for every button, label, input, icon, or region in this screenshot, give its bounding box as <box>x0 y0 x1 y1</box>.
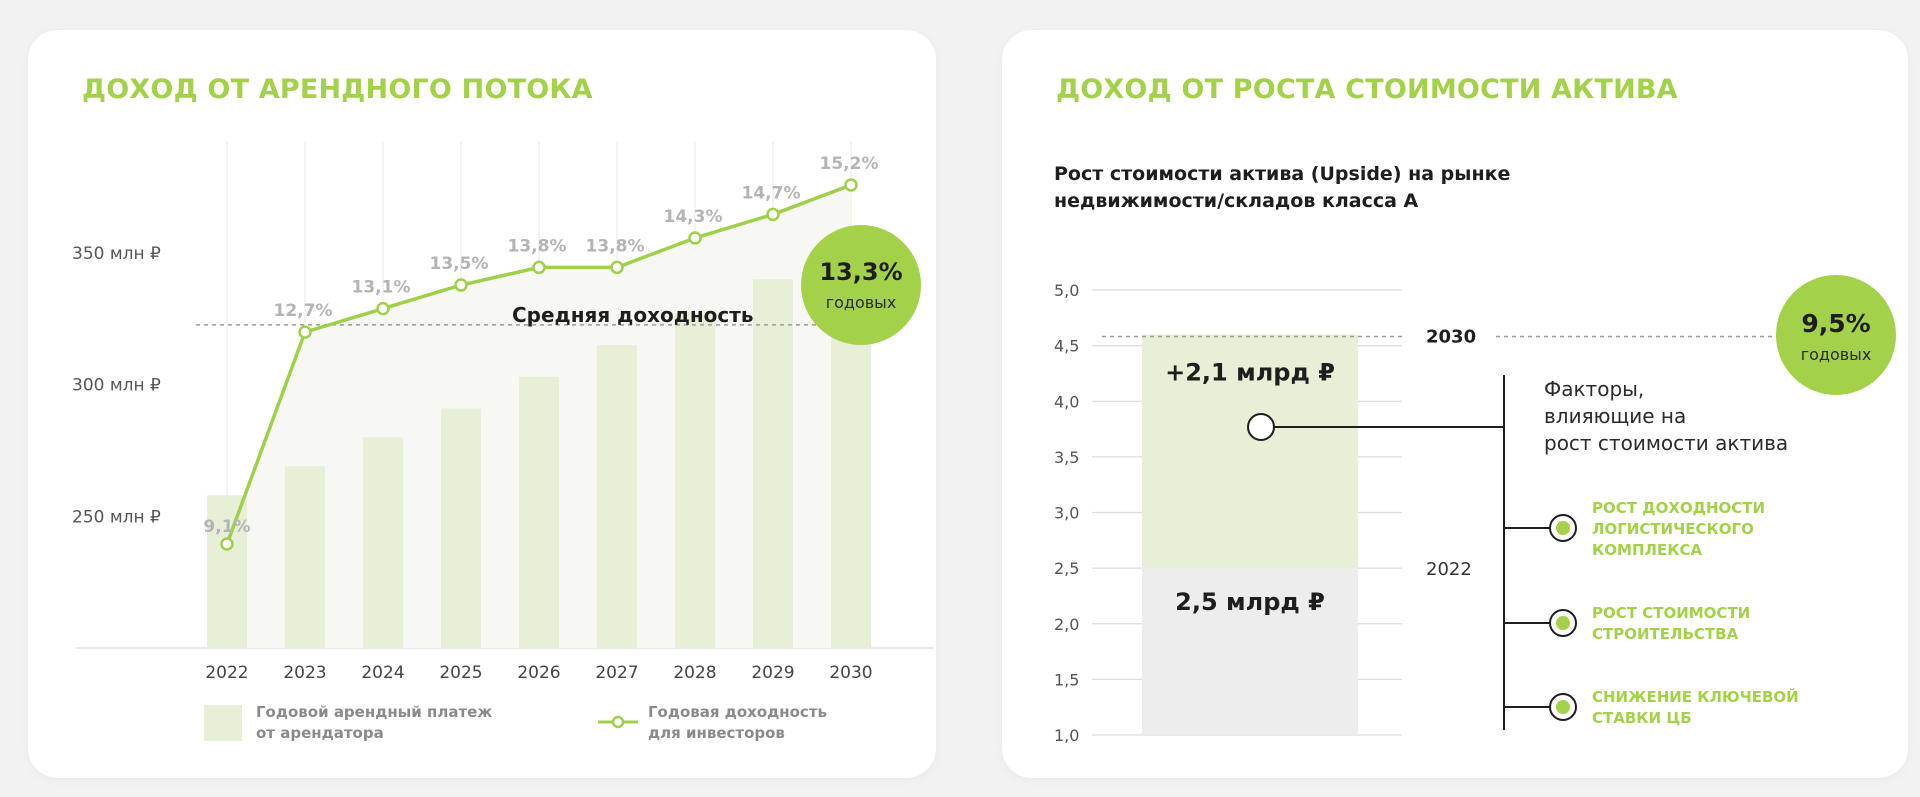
yield-point-2029 <box>766 207 780 222</box>
chart-subtitle-line1: Рост стоимости актива (Upside) на рынке <box>1054 163 1510 185</box>
x-tick-label: 2029 <box>751 663 794 683</box>
yield-data-label: 9,1% <box>203 517 250 537</box>
x-tick-label: 2024 <box>361 663 404 683</box>
chart-subtitle-line2: недвижимости/складов класса А <box>1054 190 1419 212</box>
segment-label-increase: +2,1 млрд ₽ <box>1165 359 1335 387</box>
factor-item: СНИЖЕНИЕ КЛЮЧЕВОЙ СТАВКИ ЦБ <box>1504 687 1799 727</box>
legend-bar-line2: от арендатора <box>256 724 384 742</box>
x-tick-label: 2022 <box>205 663 248 683</box>
yield-point-2030 <box>844 178 858 192</box>
legend-bar-swatch <box>204 705 242 741</box>
segment-label-base: 2,5 млрд ₽ <box>1175 588 1325 616</box>
legend: Годовой арендный платеж от арендатора Го… <box>204 703 827 742</box>
bar-2023 <box>285 466 325 648</box>
legend-line-line2: для инвесторов <box>648 724 785 742</box>
x-tick-label: 2025 <box>439 663 482 683</box>
x-tick-label: 2028 <box>673 663 716 683</box>
y-tick-label: 300 млн ₽ <box>72 376 161 396</box>
yield-data-label: 13,5% <box>430 254 489 274</box>
average-yield-label: Средняя доходность <box>512 303 754 327</box>
asset-growth-card: ДОХОД ОТ РОСТА СТОИМОСТИ АКТИВА Рост сто… <box>1002 30 1908 778</box>
x-tick-label: 2023 <box>283 663 326 683</box>
factor-anchor-node <box>1247 413 1275 441</box>
y-tick-label: 350 млн ₽ <box>72 244 161 264</box>
yield-data-label: 13,1% <box>352 278 411 298</box>
yield-data-label: 14,3% <box>664 207 723 227</box>
factor-label: РОСТ ДОХОДНОСТИ <box>1592 499 1765 517</box>
yield-data-label: 12,7% <box>274 301 333 321</box>
y-tick-label: 4,5 <box>1054 337 1079 356</box>
bar-2022 <box>207 495 247 648</box>
y-tick-label: 1,0 <box>1054 726 1079 745</box>
factor-item: РОСТ ДОХОДНОСТИ ЛОГИСТИЧЕСКОГО КОМПЛЕКСА <box>1504 499 1765 559</box>
y-tick-label: 250 млн ₽ <box>72 507 161 527</box>
y-tick-label: 5,0 <box>1054 281 1079 300</box>
yield-point-2026 <box>532 260 546 275</box>
growth-badge: 9,5% годовых <box>1776 275 1896 395</box>
factor-label: СТРОИТЕЛЬСТВА <box>1592 625 1739 643</box>
factors-heading-line3: рост стоимости актива <box>1544 431 1788 455</box>
y-tick-label: 3,5 <box>1054 448 1079 467</box>
factors-tree: Факторы, влияющие на рост стоимости акти… <box>1247 375 1799 730</box>
x-tick-label: 2027 <box>595 663 638 683</box>
legend-line-line1: Годовая доходность <box>648 703 827 721</box>
yield-point-2023 <box>298 325 312 339</box>
yield-data-label: 15,2% <box>820 154 879 174</box>
bar-segment-2030-increase <box>1142 334 1358 569</box>
bar-2029 <box>753 279 793 648</box>
bar-segment-2022 <box>1142 568 1358 735</box>
bar-2028 <box>675 313 715 648</box>
y-tick-label: 3,0 <box>1054 504 1079 523</box>
growth-badge-caption: годовых <box>1801 345 1872 364</box>
yield-point-2028 <box>688 231 702 245</box>
avg-yield-badge-caption: годовых <box>826 293 897 312</box>
yield-point-2025 <box>454 278 468 292</box>
x-tick-label: 2030 <box>829 663 872 683</box>
yield-data-label: 13,8% <box>508 236 567 256</box>
x-tick-label: 2026 <box>517 663 560 683</box>
card-title: ДОХОД ОТ АРЕНДНОГО ПОТОКА <box>82 74 593 105</box>
y-tick-label: 2,5 <box>1054 559 1079 578</box>
factor-label: РОСТ СТОИМОСТИ <box>1592 604 1750 622</box>
yield-data-label: 14,7% <box>742 183 801 203</box>
yield-point-2022 <box>220 537 234 551</box>
factors-heading-line2: влияющие на <box>1544 404 1686 428</box>
card-title: ДОХОД ОТ РОСТА СТОИМОСТИ АКТИВА <box>1056 74 1678 105</box>
year-marker-2022: 2022 <box>1426 559 1472 580</box>
avg-yield-badge-value: 13,3% <box>819 258 902 286</box>
bar-2025 <box>441 408 481 648</box>
year-marker-2030: 2030 <box>1426 327 1476 348</box>
legend-bar-line1: Годовой арендный платеж <box>256 703 492 721</box>
rental-income-card: ДОХОД ОТ АРЕНДНОГО ПОТОКА 9,1% 12,7% 13,1%… <box>28 30 936 778</box>
factor-label: СНИЖЕНИЕ КЛЮЧЕВОЙ <box>1592 687 1799 706</box>
avg-yield-badge: 13,3% годовых <box>801 225 921 345</box>
bar-2024 <box>363 437 403 648</box>
factor-label: СТАВКИ ЦБ <box>1592 709 1692 727</box>
y-tick-label: 2,0 <box>1054 615 1079 634</box>
legend-line-marker <box>611 715 625 729</box>
y-tick-label: 1,5 <box>1054 670 1079 689</box>
rental-chart: 9,1% 12,7% 13,1% 13,5% 13,8% 13,8% 14,3% 14,7% 1… <box>72 142 934 742</box>
growth-badge-value: 9,5% <box>1801 309 1870 338</box>
factors-heading-line1: Факторы, <box>1544 377 1644 401</box>
factor-label: ЛОГИСТИЧЕСКОГО <box>1592 520 1754 538</box>
bar-2027 <box>597 345 637 648</box>
factor-item: РОСТ СТОИМОСТИ СТРОИТЕЛЬСТВА <box>1504 604 1750 643</box>
yield-data-label: 13,8% <box>586 236 645 256</box>
asset-growth-chart: Рост стоимости актива (Upside) на рынке … <box>1054 163 1896 745</box>
yield-point-2024 <box>376 301 390 316</box>
y-tick-label: 4,0 <box>1054 392 1079 411</box>
factor-label: КОМПЛЕКСА <box>1592 541 1702 559</box>
yield-point-2027 <box>610 260 624 275</box>
bar-2026 <box>519 376 559 648</box>
